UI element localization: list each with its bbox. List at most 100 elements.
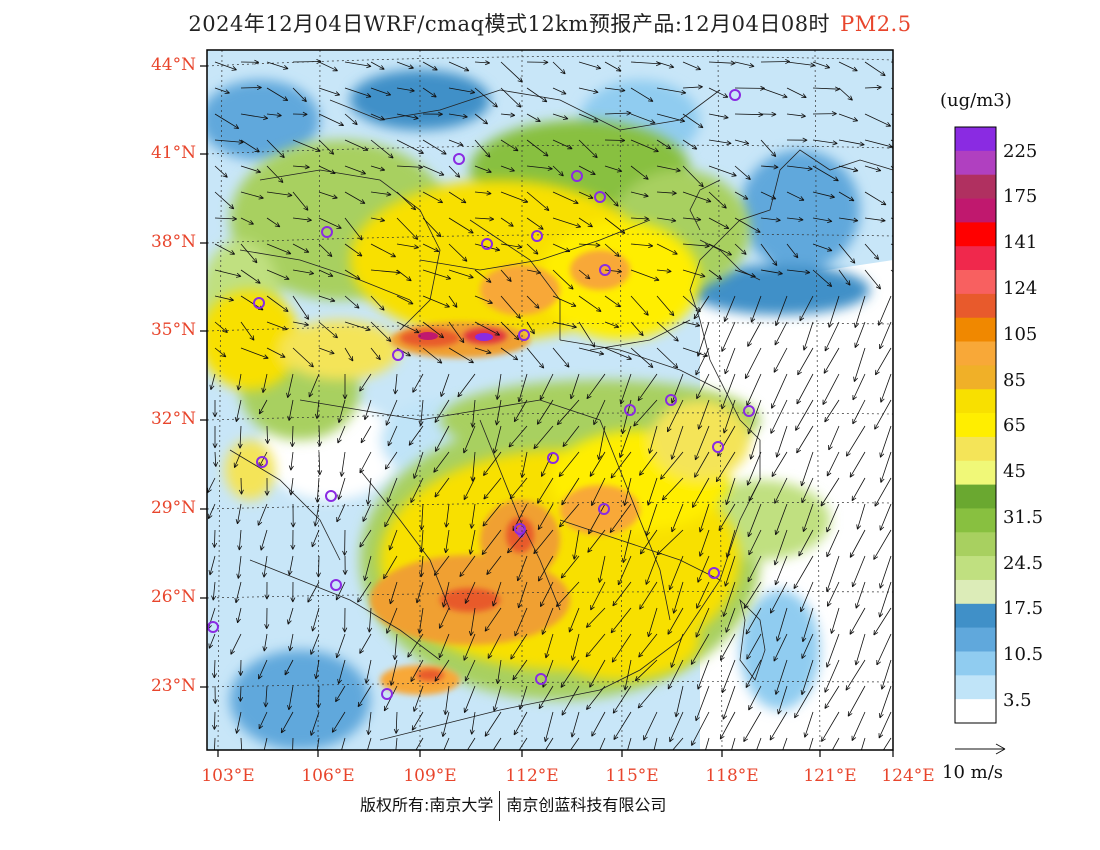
wind-arrow: [492, 737, 502, 750]
wind-arrow: [438, 633, 450, 659]
wind-arrow: [777, 685, 788, 715]
lon-label-115: 115°E: [605, 766, 659, 786]
wind-arrow: [852, 373, 866, 401]
wind-arrow: [827, 581, 840, 607]
map-frame: [206, 49, 894, 751]
colorbar-swatch: [955, 127, 996, 152]
wind-arrow: [536, 399, 554, 425]
wind-arrow: [520, 451, 528, 478]
wind-arrow: [697, 399, 710, 430]
wind-arrow: [392, 633, 398, 661]
wind-arrow: [770, 399, 788, 434]
wind-arrow: [670, 633, 684, 668]
lon-label-124: 124°E: [881, 766, 935, 786]
wind-arrow: [734, 165, 751, 180]
wind-arrow: [880, 659, 892, 690]
wind-arrow: [292, 269, 315, 276]
wind-arrow: [237, 529, 243, 551]
wind-arrow: [364, 659, 372, 684]
wind-arrow: [344, 295, 360, 309]
vector-legend-label: 10 m/s: [942, 762, 1003, 783]
wind-arrow: [214, 87, 230, 94]
wind-arrow: [692, 477, 710, 508]
wind-arrow: [386, 477, 398, 503]
wind-arrow: [385, 399, 398, 426]
wind-arrow: [208, 633, 216, 649]
wind-arrow: [860, 737, 866, 750]
wind-arrow: [698, 503, 710, 533]
wind-arrow: [604, 321, 620, 329]
wind-arrow: [682, 165, 704, 188]
colorbar-swatch: [955, 484, 996, 509]
wind-arrow: [422, 111, 443, 117]
wind-arrow: [854, 295, 866, 328]
wind-arrow: [316, 555, 321, 578]
wind-arrow: [812, 191, 835, 199]
wind-arrow: [734, 217, 761, 233]
wind-arrow: [474, 295, 493, 304]
wind-arrow: [214, 347, 227, 358]
lat-label-26: 26°N: [150, 587, 196, 607]
wind-arrow: [812, 61, 831, 69]
wind-arrow: [422, 269, 452, 280]
wind-arrow: [468, 529, 476, 555]
wind-arrow: [873, 529, 892, 560]
wind-arrow: [526, 321, 535, 335]
wind-arrow: [795, 399, 814, 431]
wind-arrow: [604, 87, 626, 93]
wind-arrow: [214, 191, 235, 210]
wind-arrow: [287, 685, 294, 711]
wind-arrow: [318, 191, 338, 200]
wind-arrow: [433, 555, 450, 576]
colorbar-label: 17.5: [1003, 598, 1044, 619]
wind-arrow: [630, 191, 649, 198]
wind-arrow: [578, 165, 596, 175]
wind-arrow: [682, 321, 701, 328]
wind-arrow: [773, 633, 788, 662]
wind-arrow: [457, 373, 476, 398]
wind-arrow: [393, 373, 399, 395]
colorbar-swatch: [955, 413, 996, 438]
wind-arrow: [516, 555, 528, 582]
wind-arrow: [214, 243, 236, 255]
wind-arrow: [653, 737, 658, 750]
wind-arrow: [879, 425, 892, 458]
wind-arrow: [824, 685, 840, 709]
wind-arrow: [589, 451, 606, 477]
wind-arrow: [396, 295, 414, 305]
wind-arrow: [639, 529, 658, 555]
wind-arrow: [396, 217, 419, 240]
wind-arrow: [422, 243, 440, 252]
colorbar: [954, 126, 997, 724]
wind-arrow: [315, 477, 321, 503]
wind-arrow: [370, 87, 392, 96]
wind-arrow: [311, 607, 320, 632]
colorbar-swatch: [955, 317, 996, 342]
wind-arrow: [830, 607, 840, 634]
wind-arrow: [612, 581, 632, 607]
colorbar-swatch: [955, 341, 996, 366]
wind-arrow: [812, 139, 838, 146]
wind-arrow: [722, 685, 736, 720]
wind-arrow: [290, 503, 296, 528]
wind-arrow: [656, 529, 684, 556]
wind-arrow: [318, 321, 338, 339]
wind-arrow: [604, 137, 626, 143]
wind-arrow: [578, 113, 599, 123]
colorbar-label: 105: [1003, 324, 1038, 345]
wind-arrow: [708, 217, 730, 229]
wind-arrow: [647, 607, 658, 638]
wind-arrow: [589, 659, 606, 688]
wind-arrow: [434, 659, 450, 682]
wind-arrow: [633, 399, 658, 427]
wind-arrow: [634, 659, 658, 682]
wind-arrow: [344, 113, 358, 126]
wind-arrow: [812, 217, 833, 224]
wind-arrow: [708, 113, 729, 120]
wind-arrow: [537, 503, 554, 531]
colorbar-swatch: [955, 174, 996, 199]
wind-arrow: [552, 269, 574, 290]
wind-arrow: [800, 659, 814, 696]
colorbar-label: 45: [1003, 461, 1026, 482]
wind-arrow: [448, 61, 470, 72]
